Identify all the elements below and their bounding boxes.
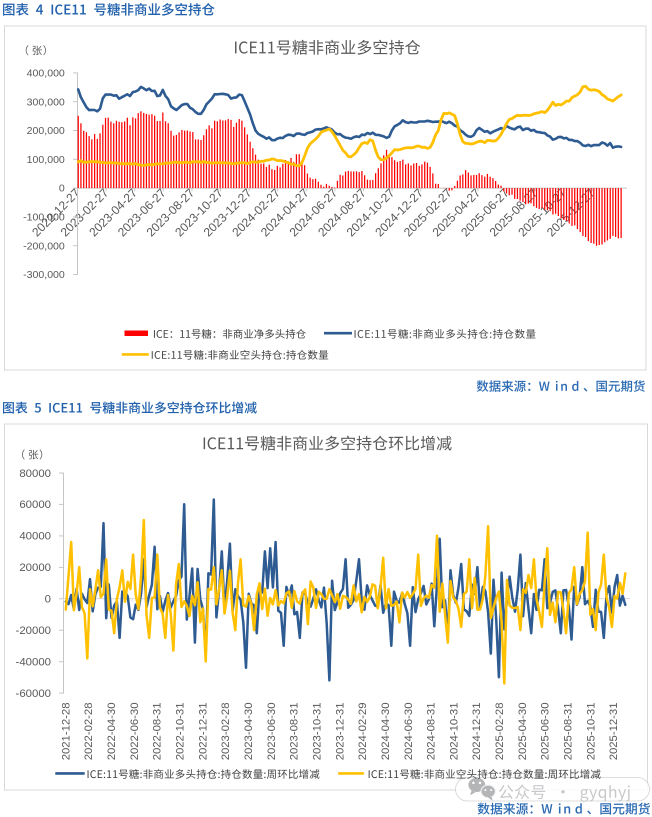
svg-text:2022-08-31: 2022-08-31 xyxy=(152,703,164,761)
svg-text:2024-06-30: 2024-06-30 xyxy=(403,703,415,761)
svg-text:2023-08-31: 2023-08-31 xyxy=(289,703,301,761)
svg-text:0: 0 xyxy=(45,594,51,606)
svg-text:2025-04-30: 2025-04-30 xyxy=(517,703,529,761)
svg-text:-20000: -20000 xyxy=(16,625,51,637)
svg-text:2024-08-31: 2024-08-31 xyxy=(426,703,438,761)
svg-text:2025-08-31: 2025-08-31 xyxy=(563,703,575,761)
svg-text:2025-12-31: 2025-12-31 xyxy=(608,703,620,761)
svg-text:2022-12-31: 2022-12-31 xyxy=(197,703,209,761)
svg-text:-100,000: -100,000 xyxy=(23,212,65,224)
svg-text:2022-04-30: 2022-04-30 xyxy=(106,703,118,761)
svg-text:0: 0 xyxy=(59,183,65,195)
svg-text:2025-02-28: 2025-02-28 xyxy=(494,703,506,761)
svg-text:2024-04-30: 2024-04-30 xyxy=(380,703,392,761)
svg-text:2022-02-28: 2022-02-28 xyxy=(83,703,95,761)
svg-text:-40000: -40000 xyxy=(16,657,51,669)
svg-text:2023-06-30: 2023-06-30 xyxy=(266,703,278,761)
svg-text:2023-10-31: 2023-10-31 xyxy=(311,703,323,761)
svg-text:2024-02-29: 2024-02-29 xyxy=(357,703,369,761)
svg-text:2025-10-31: 2025-10-31 xyxy=(585,703,597,761)
svg-text:2022-06-30: 2022-06-30 xyxy=(129,703,141,761)
svg-text:-200,000: -200,000 xyxy=(23,240,65,252)
svg-text:2023-12-31: 2023-12-31 xyxy=(334,703,346,761)
svg-text:40000: 40000 xyxy=(19,531,51,543)
svg-text:-60000: -60000 xyxy=(16,688,51,700)
svg-text:80000: 80000 xyxy=(19,468,51,480)
svg-text:2021-12-28: 2021-12-28 xyxy=(60,703,72,761)
svg-text:-300,000: -300,000 xyxy=(23,269,65,281)
svg-text:100,000: 100,000 xyxy=(27,154,65,166)
svg-text:20000: 20000 xyxy=(19,562,51,574)
svg-text:200,000: 200,000 xyxy=(27,125,65,137)
svg-text:2024-10-31: 2024-10-31 xyxy=(448,703,460,761)
svg-text:400,000: 400,000 xyxy=(27,68,65,80)
svg-text:2025-06-30: 2025-06-30 xyxy=(540,703,552,761)
svg-text:2024-12-31: 2024-12-31 xyxy=(471,703,483,761)
svg-text:2023-02-28: 2023-02-28 xyxy=(220,703,232,761)
svg-text:300,000: 300,000 xyxy=(27,96,65,108)
svg-text:2022-10-31: 2022-10-31 xyxy=(174,703,186,761)
svg-text:60000: 60000 xyxy=(19,499,51,511)
svg-text:2023-04-30: 2023-04-30 xyxy=(243,703,255,761)
